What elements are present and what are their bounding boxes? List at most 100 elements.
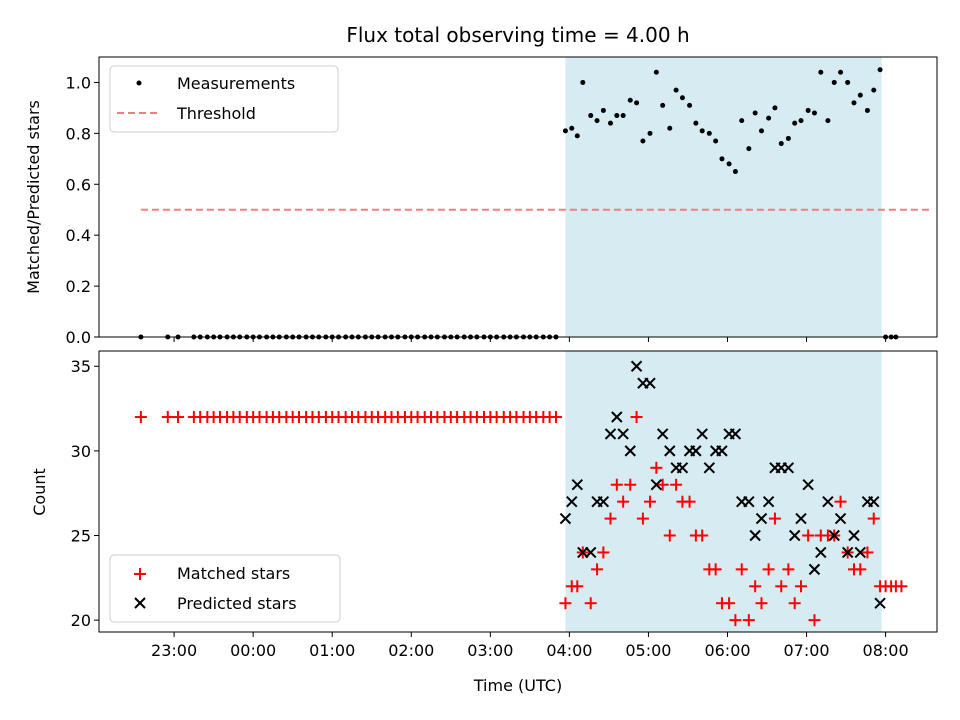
bottom-y-tick-label: 35 [71, 357, 91, 376]
x-tick-label: 02:00 [388, 641, 434, 660]
predicted-star-point [808, 563, 821, 576]
x-tick-label: 03:00 [467, 641, 513, 660]
matched-star-point [636, 512, 649, 525]
measurement-point [877, 67, 883, 73]
matched-star-point [650, 461, 663, 474]
x-tick-label: 00:00 [230, 641, 276, 660]
matched-star-point [742, 614, 755, 627]
measurement-point [640, 138, 646, 144]
matched-star-point [604, 512, 617, 525]
measurement-point [627, 97, 633, 103]
matched-star-point [134, 411, 147, 424]
matched-star-point [630, 411, 643, 424]
predicted-star-point [729, 428, 742, 440]
predicted-star-point [703, 462, 716, 474]
measurement-point [792, 120, 798, 126]
predicted-star-point [690, 445, 702, 457]
legend-matched-marker [134, 568, 146, 580]
legend-matched-label: Matched stars [177, 564, 290, 583]
predicted-star-point [624, 445, 636, 457]
x-tick-label: 01:00 [309, 641, 355, 660]
measurement-point [647, 130, 653, 136]
measurement-point [864, 107, 870, 113]
measurement-point [752, 110, 758, 116]
matched-star-point [788, 597, 801, 610]
matched-star-point [617, 495, 630, 508]
matched-star-point [762, 563, 775, 576]
measurement-point [693, 120, 699, 126]
matched-star-point [161, 411, 174, 424]
x-tick-label: 08:00 [863, 641, 909, 660]
legend-measurements-label: Measurements [177, 74, 295, 93]
bottom-y-tick-label: 30 [71, 442, 91, 461]
predicted-star-point [841, 546, 854, 559]
measurement-point [719, 156, 725, 162]
matched-star-point [709, 563, 722, 576]
matched-star-point [723, 597, 736, 610]
predicted-star-point [559, 512, 572, 525]
predicted-star-point [788, 529, 801, 542]
measurement-point [653, 69, 659, 75]
measurement-point [713, 138, 719, 144]
x-tick-label: 06:00 [704, 641, 750, 660]
bottom-y-tick-label: 20 [71, 611, 91, 630]
bottom-panel: 20 25 30 35 23:00 00:00 01:00 02:00 03:00 04:00 0… [30, 350, 938, 695]
measurement-point [679, 95, 685, 101]
x-axis-label: Time (UTC) [473, 676, 562, 695]
measurement-point [831, 79, 837, 85]
predicted-star-point [716, 445, 728, 457]
top-y-tick-label: 0.6 [66, 175, 91, 194]
top-y-tick-label: 1.0 [66, 73, 91, 92]
predicted-star-point [644, 377, 656, 389]
measurement-point [871, 87, 877, 93]
predicted-star-point [664, 445, 676, 457]
measurement-point [667, 125, 673, 131]
matched-star-point [656, 478, 669, 491]
legend-predicted-label: Predicted stars [177, 594, 297, 613]
measurement-point [818, 69, 824, 75]
measurement-point [778, 141, 784, 147]
measurement-point [726, 161, 732, 167]
predicted-star-point [755, 512, 768, 525]
measurement-point [594, 118, 600, 124]
bottom-shaded-interval [565, 351, 882, 632]
bottom-plot-frame [98, 350, 938, 633]
matched-star-point [735, 563, 748, 576]
top-y-tick-label: 0.4 [66, 226, 91, 245]
measurement-point [798, 118, 804, 124]
measurement-point [845, 79, 851, 85]
measurement-point [758, 128, 764, 134]
bottom-legend: Matched stars Predicted stars [109, 554, 341, 623]
matched-star-point [861, 546, 874, 559]
predicted-star-point [762, 495, 775, 508]
matched-star-point [775, 580, 788, 593]
measurement-point [600, 107, 606, 113]
measurement-point [699, 128, 705, 134]
measurement-point [857, 92, 863, 98]
predicted-star-point [782, 462, 795, 474]
matched-star-point [755, 597, 768, 610]
measurement-point [706, 130, 712, 136]
predicted-star-point [749, 529, 761, 542]
matched-star-point [895, 580, 908, 593]
measurement-point [766, 115, 772, 121]
measurement-point [732, 169, 738, 175]
x-tick-label: 05:00 [625, 641, 671, 660]
predicted-star-point [743, 495, 755, 508]
x-tick-label: 04:00 [546, 641, 592, 660]
matched-star-point [610, 478, 623, 491]
matched-star-point [644, 495, 657, 508]
matched-star-point [559, 597, 572, 610]
predicted-star-point [834, 512, 847, 525]
matched-star-point [795, 580, 808, 593]
matched-star-point [834, 495, 847, 508]
matched-star-point [782, 563, 795, 576]
predicted-star-point [874, 597, 886, 609]
top-y-axis-label: Matched/Predicted stars [24, 100, 43, 294]
predicted-star-point [676, 462, 689, 474]
measurement-point [574, 133, 580, 139]
matched-star-point [808, 614, 821, 627]
matched-star-point [696, 529, 709, 542]
predicted-star-point [617, 428, 629, 440]
chart-title: Flux total observing time = 4.00 h [346, 23, 689, 47]
